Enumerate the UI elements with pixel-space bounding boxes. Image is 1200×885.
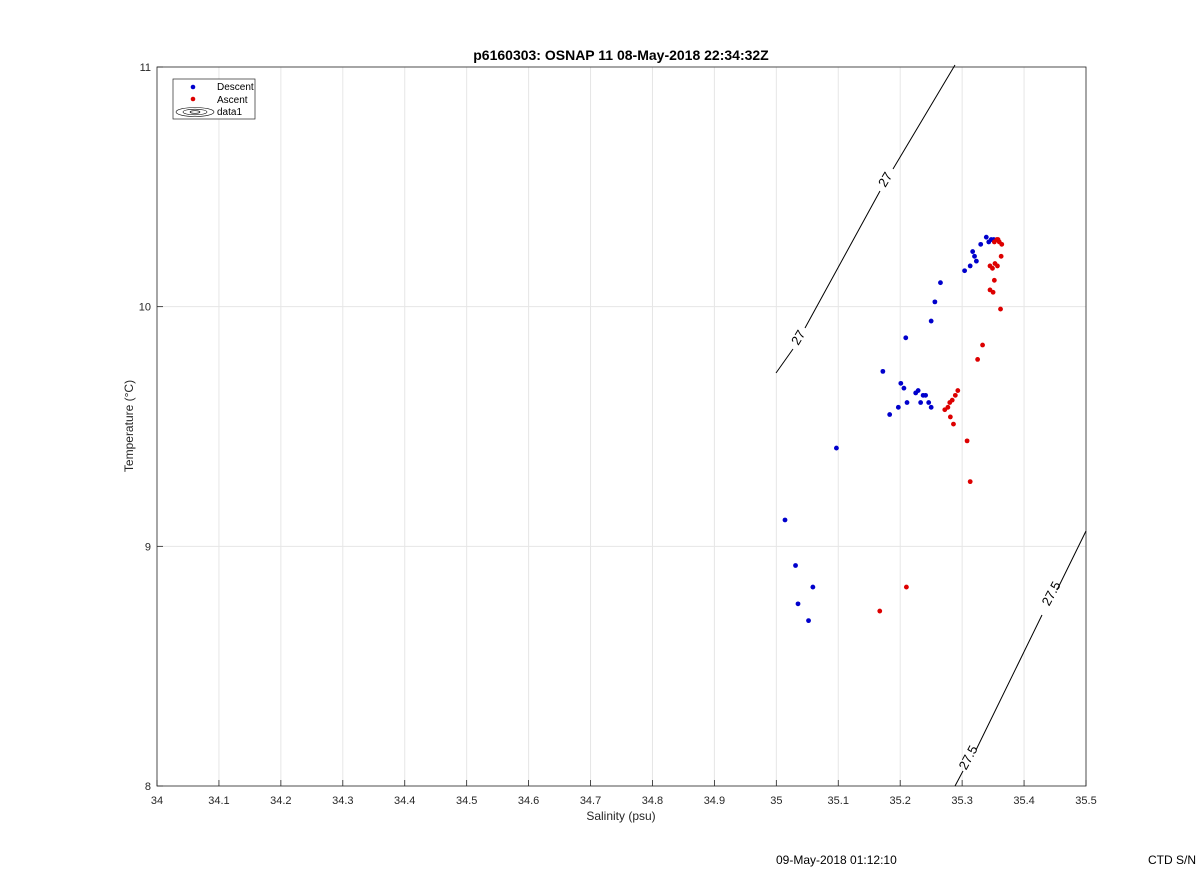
ascent-point: [999, 241, 1005, 247]
descent-point: [938, 280, 943, 286]
footer-serial: CTD S/N: [1148, 853, 1196, 867]
ascent-point: [955, 388, 961, 393]
legend-entry-data1: data1: [217, 107, 242, 118]
plot-area: [157, 67, 1086, 786]
descent-point: [834, 445, 839, 451]
descent-point: [978, 241, 984, 247]
ascent-point: [947, 414, 953, 420]
ascent-point: [945, 404, 951, 410]
ascent-point: [975, 356, 981, 362]
contour-label: 27: [788, 327, 808, 347]
data-points: [782, 234, 1005, 624]
descent-point: [887, 412, 893, 417]
x-tick-label: 35.2: [889, 795, 910, 807]
ascent-point: [949, 397, 955, 403]
x-tick-label: 34.6: [518, 795, 539, 807]
ascent-point: [952, 392, 958, 398]
x-tick-label: 35.3: [951, 795, 972, 807]
descent-point: [918, 400, 924, 405]
descent-point: [962, 268, 968, 274]
x-tick-label: 34.4: [394, 795, 415, 807]
descent-point: [926, 400, 932, 405]
descent-point: [806, 618, 811, 624]
x-tick-label: 35.1: [828, 795, 849, 807]
legend: Descent Ascent data1: [172, 78, 256, 120]
descent-point: [932, 299, 938, 305]
x-tick-labels: 34 34.1 34.2 34.3 34.4 34.5 34.6 34.7 34.8 34.9 35…: [151, 780, 1097, 807]
y-tick-label: 8: [145, 781, 151, 793]
y-tick-label: 9: [145, 541, 151, 553]
ascent-point: [995, 263, 1000, 269]
y-tick-labels: 8 9 10 11: [139, 62, 163, 793]
contour-label: 27: [875, 169, 895, 189]
y-axis-label: Temperature (°C): [122, 380, 136, 472]
descent-point: [903, 335, 909, 341]
ascent-point: [990, 265, 995, 271]
x-tick-label: 34.1: [208, 795, 229, 807]
descent-point: [967, 263, 973, 269]
ascent-point: [991, 277, 997, 283]
x-tick-label: 34.5: [456, 795, 477, 807]
axes-box: [156, 66, 1087, 787]
ascent-point: [951, 421, 956, 427]
ascent-point: [877, 608, 883, 614]
x-tick-label: 34.9: [704, 795, 725, 807]
y-tick-label: 10: [139, 302, 151, 314]
descent-point: [901, 385, 907, 391]
descent-point: [923, 392, 928, 398]
ascent-point: [903, 584, 909, 590]
x-tick-label: 34.3: [332, 795, 353, 807]
descent-point: [810, 584, 816, 590]
ascent-point: [964, 438, 970, 444]
chart-title: p6160303: OSNAP 11 08-May-2018 22:34:32Z: [473, 47, 769, 63]
descent-point: [983, 234, 989, 240]
ascent-point: [967, 479, 973, 485]
legend-marker-contour: [175, 107, 215, 117]
x-tick-label: 35.4: [1013, 795, 1034, 807]
x-tick-label: 34.7: [580, 795, 601, 807]
descent-point: [928, 404, 934, 410]
descent-point: [880, 368, 886, 374]
y-tick-label: 11: [140, 62, 151, 74]
descent-point: [793, 563, 798, 568]
legend-marker-descent: [190, 84, 196, 90]
legend-marker-ascent: [190, 96, 196, 102]
descent-point: [782, 517, 788, 523]
ascent-point: [987, 287, 993, 293]
legend-entry-descent: Descent: [217, 82, 254, 93]
ascent-point: [998, 306, 1003, 312]
descent-point: [898, 380, 904, 386]
footer-timestamp: 09-May-2018 01:12:10: [776, 853, 897, 867]
ascent-point: [980, 342, 985, 348]
descent-point: [895, 404, 901, 410]
contour-line-27: 27 27: [775, 64, 956, 374]
x-axis-label: Salinity (psu): [586, 809, 655, 823]
legend-entry-ascent: Ascent: [217, 95, 248, 106]
descent-point: [928, 318, 934, 324]
descent-point: [904, 400, 910, 405]
ascent-point: [998, 253, 1004, 259]
descent-point: [972, 253, 977, 259]
descent-point: [795, 601, 801, 607]
descent-point: [915, 388, 921, 393]
x-tick-label: 34: [151, 795, 163, 807]
descent-point: [970, 249, 976, 254]
x-tick-label: 34.8: [642, 795, 663, 807]
x-tick-label: 34.2: [270, 795, 291, 807]
x-tick-label: 35: [770, 795, 782, 807]
ascent-point: [995, 237, 1001, 242]
descent-point: [973, 258, 979, 264]
x-tick-label: 35.5: [1075, 795, 1096, 807]
